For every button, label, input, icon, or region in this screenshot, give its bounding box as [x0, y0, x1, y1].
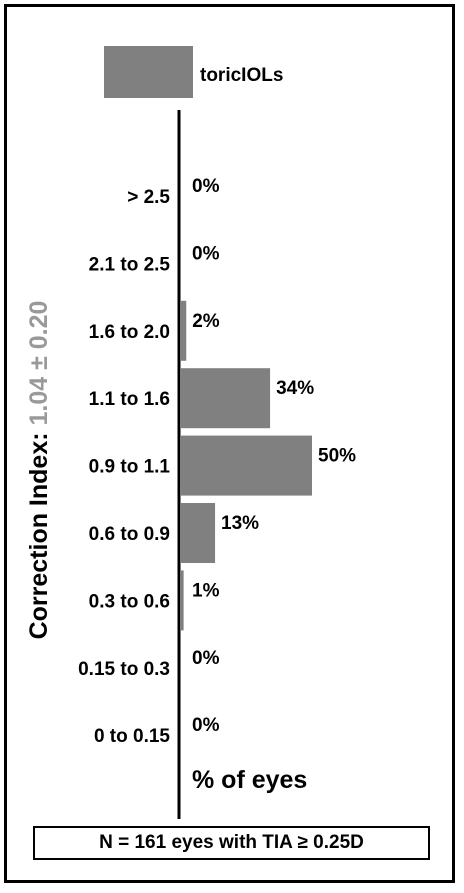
bar — [181, 503, 216, 563]
bars — [181, 300, 312, 631]
value-label: 34% — [276, 378, 314, 399]
category-label: > 2.5 — [127, 187, 170, 208]
value-label: 0% — [192, 176, 220, 197]
bar — [181, 435, 312, 496]
y-axis-label-value: 1.04 ± 0.20 — [25, 301, 53, 426]
y-axis-label: Correction Index: 1.04 ± 0.20 — [25, 301, 53, 640]
x-axis-label: % of eyes — [192, 766, 307, 794]
footnote-text: N = 161 eyes with TIA ≥ 0.25D — [99, 832, 364, 853]
bar — [181, 300, 187, 361]
value-label: 0% — [192, 648, 220, 669]
y-axis-label-prefix: Correction Index: — [25, 426, 53, 640]
footnote-box: N = 161 eyes with TIA ≥ 0.25D — [33, 826, 430, 860]
value-labels: 0% 0% 2% 34% 50% 13% 1% 0% 0% — [192, 176, 356, 736]
value-label: 1% — [192, 580, 220, 601]
value-label: 0% — [192, 715, 220, 736]
value-label: 0% — [192, 243, 220, 264]
category-label: 1.1 to 1.6 — [89, 389, 170, 410]
bar — [181, 570, 184, 631]
value-label: 50% — [318, 446, 356, 467]
chart-frame — [4, 4, 455, 883]
value-label: 2% — [192, 311, 220, 332]
legend: toricIOLs — [104, 46, 283, 98]
category-labels: > 2.5 2.1 to 2.5 1.6 to 2.0 1.1 to 1.6 0.9 t… — [78, 187, 170, 747]
category-label: 0.6 to 0.9 — [89, 524, 170, 545]
bar — [181, 368, 271, 429]
legend-swatch — [104, 46, 193, 98]
category-label: 0.3 to 0.6 — [89, 591, 170, 612]
category-label: 2.1 to 2.5 — [89, 254, 171, 275]
value-label: 13% — [221, 513, 259, 534]
legend-label: toricIOLs — [200, 65, 283, 86]
category-label: 0 to 0.15 — [94, 726, 170, 747]
category-label: 1.6 to 2.0 — [89, 322, 170, 343]
category-label: 0.9 to 1.1 — [89, 457, 171, 478]
category-label: 0.15 to 0.3 — [78, 659, 170, 680]
